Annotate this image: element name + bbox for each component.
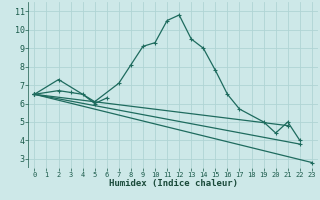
X-axis label: Humidex (Indice chaleur): Humidex (Indice chaleur): [108, 179, 238, 188]
